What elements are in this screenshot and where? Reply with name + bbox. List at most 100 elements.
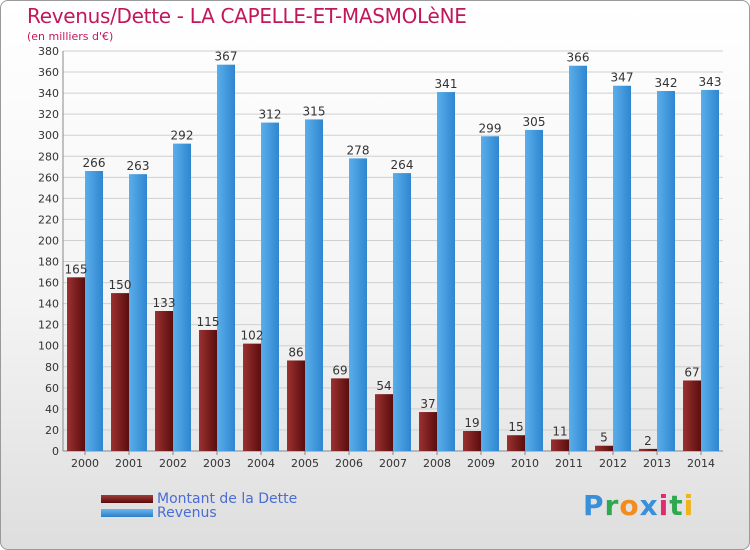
bar-revenus — [173, 143, 191, 451]
bar-revenus — [349, 158, 367, 452]
x-tick-label: 2005 — [291, 457, 319, 470]
chart-title: Revenus/Dette - LA CAPELLE-ET-MASMOLèNE — [27, 4, 467, 28]
data-label-revenus: 347 — [611, 71, 634, 85]
y-tick-label: 380 — [38, 45, 59, 58]
data-label-revenus: 266 — [83, 156, 106, 170]
legend-swatch-revenus — [101, 509, 153, 517]
bar-dette — [639, 448, 657, 451]
data-label-dette: 67 — [684, 365, 699, 379]
data-label-revenus: 367 — [215, 50, 238, 64]
logo-letter: t — [669, 489, 684, 522]
y-tick-label: 340 — [38, 87, 59, 100]
y-tick-label: 320 — [38, 108, 59, 121]
y-tick-label: 200 — [38, 234, 59, 247]
data-label-dette: 37 — [420, 397, 435, 411]
data-label-dette: 2 — [644, 434, 652, 448]
legend-item-dette: Montant de la Dette — [101, 491, 297, 507]
bar-revenus — [217, 64, 235, 452]
x-axis-ticks: 2000 2001 2002 2003 2004 2005 2006 2007 2008 2009… — [71, 451, 715, 470]
chart-subtitle: (en milliers d'€) — [27, 30, 114, 43]
x-tick-label: 2002 — [159, 457, 187, 470]
bar-revenus — [261, 122, 279, 451]
data-label-revenus: 305 — [523, 115, 546, 129]
legend-label-revenus: Revenus — [157, 505, 217, 521]
y-tick-label: 260 — [38, 171, 59, 184]
y-tick-label: 240 — [38, 192, 59, 205]
x-tick-label: 2008 — [423, 457, 451, 470]
bar-revenus — [701, 89, 719, 452]
data-label-revenus: 312 — [259, 108, 282, 122]
data-label-dette: 5 — [600, 431, 608, 445]
data-labels: 1652661502631332921153671023128631569278… — [65, 50, 722, 448]
y-tick-label: 220 — [38, 213, 59, 226]
x-tick-label: 2006 — [335, 457, 363, 470]
bar-dette — [331, 378, 349, 451]
logo-letter: i — [683, 489, 695, 522]
bar-revenus — [393, 173, 411, 451]
bar-dette — [199, 329, 217, 451]
y-tick-label: 60 — [45, 382, 59, 395]
y-tick-label: 120 — [38, 319, 59, 332]
y-tick-label: 140 — [38, 298, 59, 311]
data-label-dette: 19 — [464, 416, 479, 430]
x-tick-label: 2013 — [643, 457, 671, 470]
data-label-revenus: 315 — [303, 104, 326, 118]
y-tick-label: 40 — [45, 403, 59, 416]
data-label-revenus: 342 — [655, 76, 678, 90]
legend-swatch-dette — [101, 495, 153, 503]
x-tick-label: 2004 — [247, 457, 275, 470]
data-label-dette: 150 — [109, 278, 132, 292]
x-tick-label: 2009 — [467, 457, 495, 470]
bar-dette — [463, 431, 481, 451]
legend-item-revenus: Revenus — [101, 505, 217, 521]
x-tick-label: 2011 — [555, 457, 583, 470]
bar-dette — [595, 445, 613, 451]
data-label-dette: 15 — [508, 420, 523, 434]
logo-letter: x — [639, 489, 659, 522]
bar-dette — [551, 439, 569, 451]
bar-revenus — [525, 129, 543, 451]
y-tick-label: 180 — [38, 256, 59, 269]
proxiti-logo: Proxiti — [583, 489, 694, 522]
bar-revenus — [437, 92, 455, 451]
data-label-revenus: 299 — [479, 121, 502, 135]
bar-dette — [287, 360, 305, 451]
x-tick-label: 2001 — [115, 457, 143, 470]
x-tick-label: 2007 — [379, 457, 407, 470]
bar-dette — [111, 293, 129, 451]
data-label-revenus: 263 — [127, 159, 150, 173]
y-tick-label: 80 — [45, 361, 59, 374]
bar-dette — [683, 380, 701, 451]
data-label-revenus: 366 — [567, 51, 590, 65]
bar-revenus — [129, 174, 147, 451]
y-tick-label: 360 — [38, 66, 59, 79]
data-label-dette: 102 — [241, 329, 264, 343]
data-label-revenus: 264 — [391, 158, 414, 172]
x-tick-label: 2003 — [203, 457, 231, 470]
x-tick-label: 2012 — [599, 457, 627, 470]
data-label-dette: 69 — [332, 363, 347, 377]
x-tick-label: 2010 — [511, 457, 539, 470]
data-label-revenus: 278 — [347, 143, 370, 157]
data-label-dette: 86 — [288, 345, 303, 359]
bar-revenus — [305, 119, 323, 451]
y-axis-ticks: 0 20 40 60 80 100 120 140 160 180 200 220 240 260 280 3… — [38, 45, 59, 458]
logo-letter: i — [658, 489, 670, 522]
y-tick-label: 0 — [52, 445, 59, 458]
bar-revenus — [569, 65, 587, 451]
y-tick-label: 160 — [38, 277, 59, 290]
data-label-revenus: 341 — [435, 77, 458, 91]
legend-label-dette: Montant de la Dette — [157, 491, 298, 507]
y-tick-label: 280 — [38, 150, 59, 163]
data-label-dette: 115 — [197, 315, 220, 329]
data-label-revenus: 292 — [171, 129, 194, 143]
y-tick-label: 100 — [38, 340, 59, 353]
bar-dette — [507, 435, 525, 451]
logo-letter: o — [619, 489, 640, 522]
data-label-dette: 165 — [65, 262, 88, 276]
data-label-revenus: 343 — [699, 75, 722, 89]
logo-letter: P — [583, 489, 605, 522]
bar-dette — [67, 277, 85, 451]
